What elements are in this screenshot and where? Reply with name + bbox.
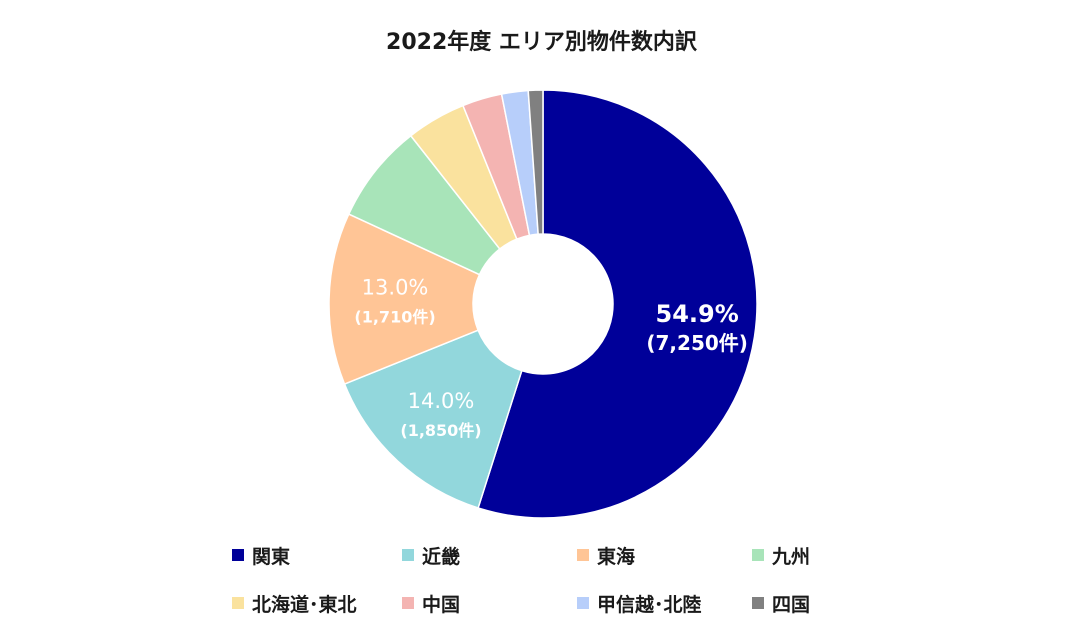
legend-item-shikoku: 四国 <box>752 591 852 616</box>
legend-item-kinki: 近畿 <box>402 543 577 568</box>
legend-label: 甲信越･北陸 <box>597 593 702 616</box>
legend-swatch <box>402 549 414 561</box>
legend-item-kyushu: 九州 <box>752 543 852 568</box>
data-label-percent-kanto: 54.9% <box>656 300 739 328</box>
legend-swatch <box>752 549 764 561</box>
data-label-count-kanto: (7,250件) <box>646 331 748 355</box>
data-label-percent-tokai: 13.0% <box>362 275 429 299</box>
slice-kinki <box>343 329 523 509</box>
legend-label: 九州 <box>772 545 811 568</box>
slice-tokai <box>328 213 481 386</box>
data-label-count-tokai: (1,710件) <box>354 307 435 326</box>
legend-swatch <box>232 597 244 609</box>
chart-title: 2022年度 エリア別物件数内訳 <box>386 30 697 55</box>
legend-item-chugoku: 中国 <box>402 591 577 616</box>
legend-swatch <box>752 597 764 609</box>
slice-shikoku <box>527 89 544 235</box>
legend-label: 北海道･東北 <box>252 593 357 616</box>
legend-swatch <box>232 549 244 561</box>
legend-label: 四国 <box>772 593 811 616</box>
legend: 関東 近畿 東海 九州 北海道･東北 中国 甲信越･北陸 四国 <box>232 543 852 616</box>
legend-swatch <box>577 597 589 609</box>
legend-swatch <box>402 597 414 609</box>
legend-item-tokai: 東海 <box>577 543 752 568</box>
legend-label: 東海 <box>597 545 636 568</box>
slice-kanto <box>477 89 758 519</box>
legend-label: 中国 <box>422 593 461 616</box>
legend-item-koshinetsu-hokuriku: 甲信越･北陸 <box>577 591 752 616</box>
data-label-count-kinki: (1,850件) <box>400 421 481 440</box>
data-label-percent-kinki: 14.0% <box>408 389 475 413</box>
legend-item-kanto: 関東 <box>232 543 402 568</box>
legend-label: 関東 <box>252 545 291 568</box>
legend-swatch <box>577 549 589 561</box>
legend-item-hokkaido-tohoku: 北海道･東北 <box>232 591 402 616</box>
legend-label: 近畿 <box>422 545 461 568</box>
